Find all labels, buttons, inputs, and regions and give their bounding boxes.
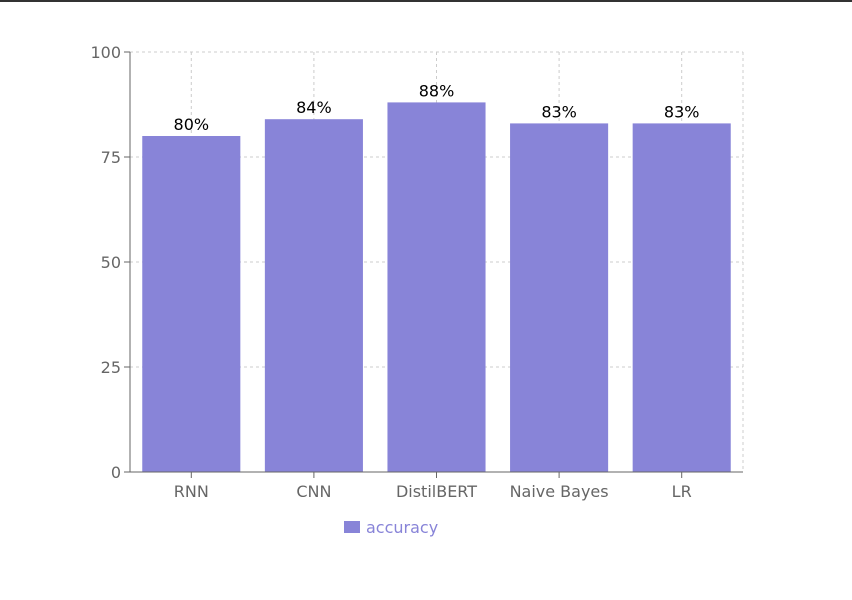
legend: accuracy bbox=[344, 517, 438, 537]
legend-label-accuracy: accuracy bbox=[366, 517, 439, 537]
data-label-1: 84% bbox=[296, 98, 332, 117]
y-tick-label-75: 75 bbox=[101, 148, 121, 167]
y-tick-label-50: 50 bbox=[101, 253, 121, 272]
bars bbox=[142, 102, 731, 473]
x-tick-label-3: Naive Bayes bbox=[510, 482, 609, 501]
x-tick-label-1: CNN bbox=[296, 482, 331, 501]
data-label-2: 88% bbox=[419, 81, 455, 100]
x-tick-label-2: DistilBERT bbox=[396, 482, 477, 501]
bar-3 bbox=[510, 123, 609, 473]
top-border bbox=[0, 0, 852, 2]
data-label-3: 83% bbox=[541, 102, 577, 121]
data-label-0: 80% bbox=[174, 115, 210, 134]
axes bbox=[124, 51, 743, 478]
bar-2 bbox=[387, 102, 486, 473]
legend-swatch bbox=[344, 521, 360, 533]
y-tick-label-100: 100 bbox=[90, 43, 121, 62]
x-tick-label-4: LR bbox=[672, 482, 692, 501]
bar-0 bbox=[142, 136, 241, 472]
x-tick-label-0: RNN bbox=[174, 482, 209, 501]
bar-1 bbox=[264, 119, 363, 472]
y-tick-label-25: 25 bbox=[101, 358, 121, 377]
labels: 80% RNN 84% CNN 88% DistilBERT 83% Naive Bayes 8… bbox=[90, 43, 699, 501]
y-tick-label-0: 0 bbox=[111, 463, 121, 482]
data-label-4: 83% bbox=[664, 102, 700, 121]
bar-4 bbox=[632, 123, 731, 473]
